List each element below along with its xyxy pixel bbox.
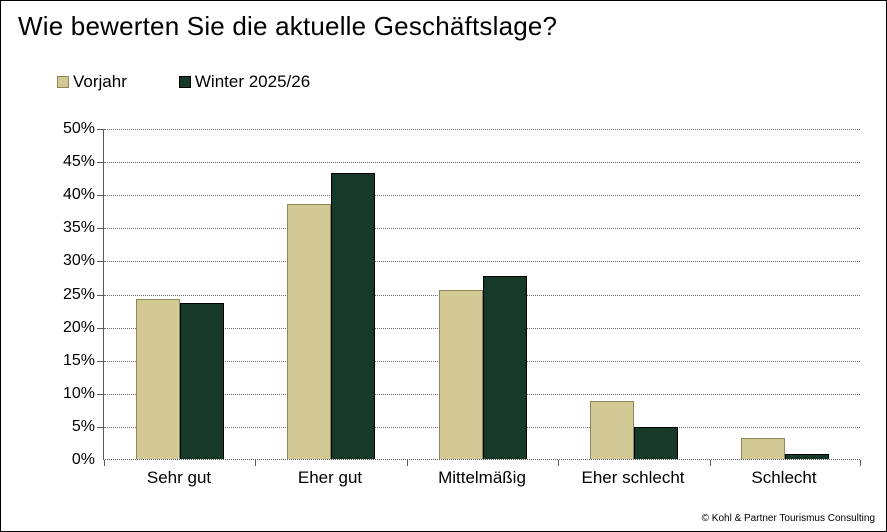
gridline [104,228,860,230]
bar-winter-0 [180,303,224,459]
y-tick-label: 25% [62,285,95,303]
x-axis-tick [710,460,711,466]
y-axis-tick [97,162,104,164]
plot-area [97,129,861,466]
bar-vorjahr-3 [590,401,634,459]
gridline [104,195,860,197]
y-axis-tick [97,294,104,296]
y-axis-tick [97,426,104,428]
x-axis-tick [407,460,408,466]
gridline [104,162,860,164]
x-axis-tick [860,460,861,466]
bar-vorjahr-1 [287,204,331,459]
x-axis-labels: Sehr gut Eher gut Mittelmäßig Eher schlecht… [103,468,860,490]
bar-winter-4 [785,454,829,459]
gridline [104,261,860,263]
x-axis-tick [255,460,256,466]
x-axis-tick [104,460,105,466]
bar-vorjahr-2 [439,290,483,459]
y-axis-tick [97,129,104,130]
copyright-text: © Kohl & Partner Tourismus Consulting [701,513,875,524]
bar-winter-1 [331,173,375,459]
category-label: Eher gut [297,468,363,487]
page-title: Wie bewerten Sie die aktuelle Geschäftsl… [18,11,558,41]
y-tick-label: 45% [62,153,95,171]
y-axis-labels: 0% 5% 10% 15% 20% 25% 30% 35% 40% 45% 50% [1,120,95,468]
y-tick-label: 30% [62,252,95,270]
x-axis-tick [558,460,559,466]
category-label: Eher schlecht [581,468,685,487]
category-label: Schlecht [751,468,817,487]
bar-winter-3 [634,427,678,459]
category-label: Mittelmäßig [438,468,526,487]
bar-winter-2 [483,276,527,459]
legend-label-vorjahr: Vorjahr [73,72,127,91]
bar-vorjahr-4 [741,438,785,459]
y-tick-label: 35% [62,219,95,237]
y-tick-label: 15% [62,351,95,369]
gridline [104,129,860,130]
y-tick-label: 20% [62,318,95,336]
y-tick-label: 50% [62,120,95,137]
legend-swatch-vorjahr [57,76,69,88]
legend-item-winter: Winter 2025/26 [178,72,311,92]
bar-vorjahr-0 [136,299,180,459]
legend-swatch-winter [178,76,191,88]
y-tick-label: 10% [62,384,95,402]
y-axis-tick [97,195,104,197]
legend-label-winter: Winter 2025/26 [194,72,311,91]
y-axis-tick [97,360,104,362]
y-axis-tick [97,228,104,230]
y-tick-label: 40% [62,186,95,204]
y-axis-tick [97,261,104,263]
y-tick-label: 0% [71,451,95,468]
legend: Vorjahr Winter 2025/26 [57,72,310,92]
legend-item-vorjahr: Vorjahr [57,72,127,92]
category-label: Sehr gut [146,468,212,487]
y-tick-label: 5% [71,417,95,435]
y-axis-tick [97,327,104,329]
y-axis-tick [97,393,104,395]
